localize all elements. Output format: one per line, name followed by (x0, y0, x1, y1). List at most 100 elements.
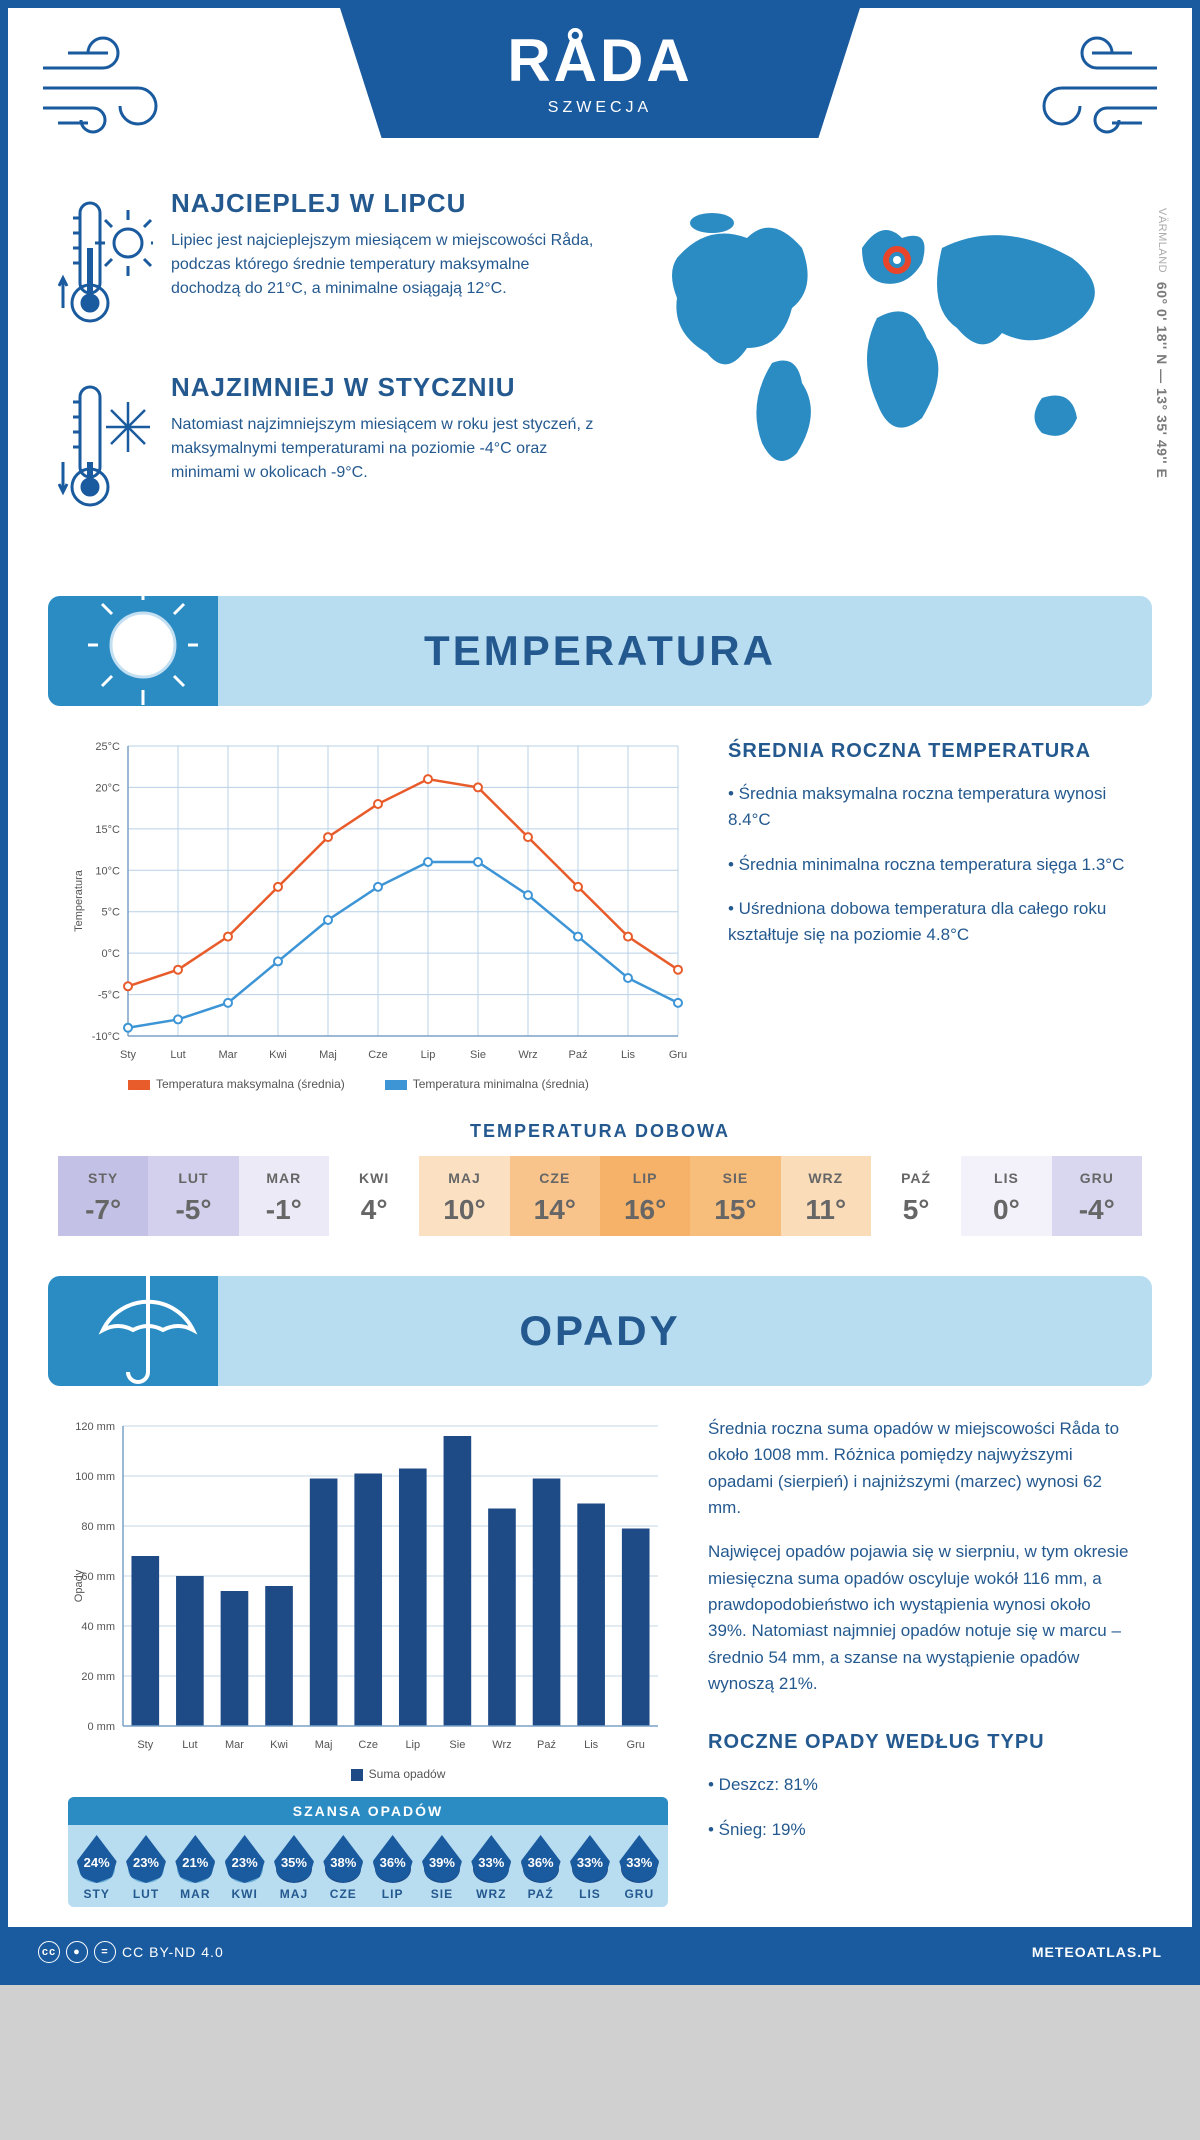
svg-text:Sie: Sie (449, 1739, 465, 1751)
fact-cold-text: Natomiast najzimniejszym miesiącem w rok… (171, 413, 601, 485)
avg-temp-1: • Średnia maksymalna roczna temperatura … (728, 781, 1132, 834)
chance-cell: 23%LUT (121, 1835, 170, 1901)
svg-text:120 mm: 120 mm (75, 1421, 115, 1433)
fact-warm-text: Lipiec jest najcieplejszym miesiącem w m… (171, 229, 601, 301)
footer: cc ● = CC BY-ND 4.0 METEOATLAS.PL (8, 1927, 1192, 1977)
chance-cell: 33%WRZ (467, 1835, 516, 1901)
temperature-heading: TEMPERATURA (424, 627, 776, 675)
svg-text:Gru: Gru (669, 1049, 687, 1061)
chance-cell: 33%LIS (565, 1835, 614, 1901)
chance-cell: 35%MAJ (269, 1835, 318, 1901)
svg-text:Temperatura: Temperatura (73, 869, 85, 932)
thermometer-hot-icon (58, 188, 153, 338)
temperature-banner: TEMPERATURA (48, 596, 1152, 706)
chance-title: SZANSA OPADÓW (68, 1797, 668, 1825)
precip-chart: 0 mm20 mm40 mm60 mm80 mm100 mm120 mmStyL… (68, 1416, 668, 1756)
daily-cell: STY-7° (58, 1156, 148, 1236)
daily-cell: SIE15° (690, 1156, 780, 1236)
fact-warm-title: NAJCIEPLEJ W LIPCU (171, 188, 601, 219)
daily-cell: MAR-1° (239, 1156, 329, 1236)
svg-text:Sty: Sty (120, 1049, 136, 1061)
sun-icon (88, 580, 198, 710)
nd-icon: = (94, 1941, 116, 1963)
svg-text:Paź: Paź (569, 1049, 588, 1061)
daily-cell: LUT-5° (148, 1156, 238, 1236)
site-name: METEOATLAS.PL (1032, 1944, 1162, 1960)
avg-temp-2: • Średnia minimalna roczna temperatura s… (728, 852, 1132, 878)
daily-cell: LIS0° (961, 1156, 1051, 1236)
chance-cell: 36%PAŹ (516, 1835, 565, 1901)
daily-cell: CZE14° (510, 1156, 600, 1236)
svg-text:Wrz: Wrz (492, 1739, 511, 1751)
fact-warm: NAJCIEPLEJ W LIPCU Lipiec jest najcieple… (58, 188, 602, 338)
svg-text:20°C: 20°C (95, 782, 120, 794)
temperature-legend: Temperatura maksymalna (średnia) Tempera… (128, 1077, 688, 1091)
svg-text:Maj: Maj (315, 1739, 333, 1751)
svg-text:Wrz: Wrz (518, 1049, 537, 1061)
svg-text:80 mm: 80 mm (81, 1521, 115, 1533)
avg-temp-3: • Uśredniona dobowa temperatura dla całe… (728, 896, 1132, 949)
svg-text:Maj: Maj (319, 1049, 337, 1061)
license-text: CC BY-ND 4.0 (122, 1944, 224, 1960)
precip-legend: Suma opadów (128, 1767, 668, 1781)
svg-text:Lip: Lip (421, 1049, 436, 1061)
svg-text:Mar: Mar (225, 1739, 244, 1751)
page-subtitle: SZWECJA (340, 99, 860, 117)
precip-type-title: ROCZNE OPADY WEDŁUG TYPU (708, 1727, 1132, 1758)
precip-text-2: Najwięcej opadów pojawia się w sierpniu,… (708, 1539, 1132, 1697)
title-banner: RÅDA SZWECJA (340, 8, 860, 138)
chance-cell: 38%CZE (319, 1835, 368, 1901)
svg-text:40 mm: 40 mm (81, 1621, 115, 1633)
chance-cell: 21%MAR (171, 1835, 220, 1901)
precip-type-1: • Deszcz: 81% (708, 1772, 1132, 1798)
daily-temp-title: TEMPERATURA DOBOWA (8, 1121, 1192, 1142)
daily-cell: MAJ10° (419, 1156, 509, 1236)
daily-cell: KWI4° (329, 1156, 419, 1236)
thermometer-cold-icon (58, 372, 153, 522)
svg-text:Cze: Cze (358, 1739, 378, 1751)
by-icon: ● (66, 1941, 88, 1963)
chance-cell: 23%KWI (220, 1835, 269, 1901)
svg-text:Lis: Lis (621, 1049, 636, 1061)
svg-text:Lut: Lut (182, 1739, 197, 1751)
coordinates: VÄRMLAND 60° 0' 18'' N — 13° 35' 49'' E (1154, 208, 1170, 478)
header: RÅDA SZWECJA (8, 8, 1192, 168)
avg-temp-title: ŚREDNIA ROCZNA TEMPERATURA (728, 736, 1132, 767)
svg-text:Cze: Cze (368, 1049, 388, 1061)
daily-cell: WRZ11° (781, 1156, 871, 1236)
svg-text:25°C: 25°C (95, 741, 120, 753)
umbrella-icon (88, 1260, 198, 1390)
chance-box: SZANSA OPADÓW 24%STY23%LUT21%MAR23%KWI35… (68, 1797, 668, 1907)
svg-text:20 mm: 20 mm (81, 1671, 115, 1683)
wind-swirl-icon (1012, 28, 1162, 138)
daily-temp-strip: STY-7°LUT-5°MAR-1°KWI4°MAJ10°CZE14°LIP16… (58, 1156, 1142, 1236)
chance-cell: 24%STY (72, 1835, 121, 1901)
svg-text:Lip: Lip (405, 1739, 420, 1751)
svg-text:Sie: Sie (470, 1049, 486, 1061)
wind-swirl-icon (38, 28, 188, 138)
svg-text:Kwi: Kwi (269, 1049, 287, 1061)
cc-icon: cc (38, 1941, 60, 1963)
precip-banner: OPADY (48, 1276, 1152, 1386)
svg-text:Mar: Mar (219, 1049, 238, 1061)
svg-text:60 mm: 60 mm (81, 1571, 115, 1583)
precip-text-1: Średnia roczna suma opadów w miejscowośc… (708, 1416, 1132, 1521)
chance-cell: 33%GRU (615, 1835, 664, 1901)
svg-text:Lis: Lis (584, 1739, 599, 1751)
svg-text:Opady: Opady (73, 1569, 85, 1602)
precip-heading: OPADY (519, 1307, 680, 1355)
svg-text:15°C: 15°C (95, 824, 120, 836)
fact-cold-title: NAJZIMNIEJ W STYCZNIU (171, 372, 601, 403)
daily-cell: PAŹ5° (871, 1156, 961, 1236)
daily-cell: GRU-4° (1052, 1156, 1142, 1236)
precip-type-2: • Śnieg: 19% (708, 1817, 1132, 1843)
svg-text:5°C: 5°C (102, 907, 121, 919)
svg-text:10°C: 10°C (95, 865, 120, 877)
daily-cell: LIP16° (600, 1156, 690, 1236)
svg-text:100 mm: 100 mm (75, 1471, 115, 1483)
chance-cell: 36%LIP (368, 1835, 417, 1901)
temperature-chart: -10°C-5°C0°C5°C10°C15°C20°C25°CStyLutMar… (68, 736, 688, 1066)
svg-text:-5°C: -5°C (98, 990, 120, 1002)
svg-text:-10°C: -10°C (92, 1031, 120, 1043)
svg-text:Paź: Paź (537, 1739, 556, 1751)
